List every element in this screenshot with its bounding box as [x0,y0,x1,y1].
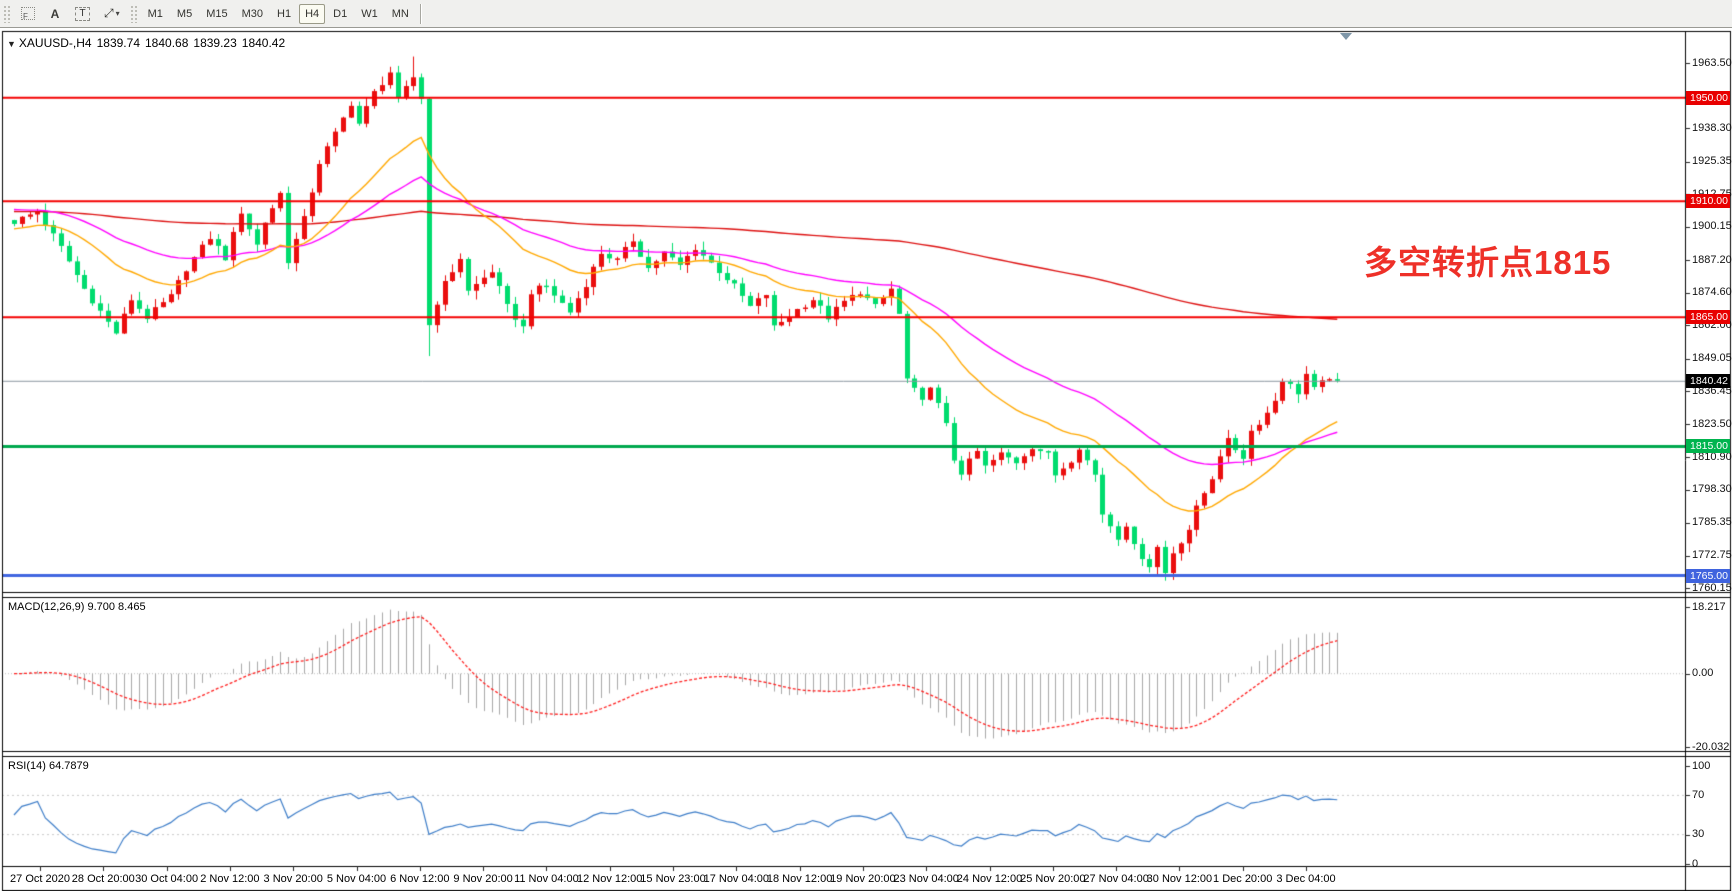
chart-title: ▼ XAUUSD-,H4 1839.74 1840.68 1839.23 1840.42 [7,36,285,50]
time-axis-label: 3 Nov 20:00 [263,873,323,885]
indicator-tick-label: -20.032 [1692,740,1730,753]
price-tick-label: 1785.35 [1692,516,1732,529]
indicator-tick-label: 30 [1692,828,1705,841]
annotation-text[interactable]: 多空转折点1815 [1364,244,1612,281]
level-badge-1950.00: 1950.00 [1686,90,1730,105]
indicator-tick-label: 0.00 [1692,667,1714,680]
price-tick-label: 1798.30 [1692,483,1732,496]
price-tick-label: 1900.15 [1692,220,1732,233]
level-badge-1865.00: 1865.00 [1686,310,1730,325]
time-axis-label: 18 Nov 12:00 [766,873,833,885]
indicator-tick-label: 70 [1692,788,1705,801]
time-axis-label: 23 Nov 04:00 [893,873,959,885]
price-tick-label: 1810.90 [1692,450,1732,463]
time-axis-label: 27 Oct 2020 [10,873,70,885]
time-axis-label: 30 Oct 04:00 [135,873,199,885]
time-axis-label: 25 Nov 20:00 [1020,873,1086,885]
price-tick-label: 1963.50 [1692,56,1732,69]
chevron-down-icon: ▼ [7,39,16,49]
level-badge-1765.00: 1765.00 [1686,568,1730,583]
rsi-label: RSI(14) 64.7879 [8,760,89,772]
time-axis-label: 2 Nov 12:00 [200,873,260,885]
time-axis-label: 1 Dec 20:00 [1213,873,1273,885]
time-axis-label: 12 Nov 12:00 [576,873,643,885]
time-axis-label: 24 Nov 12:00 [956,873,1023,885]
time-axis-label: 3 Dec 04:00 [1276,873,1336,885]
macd-label: MACD(12,26,9) 9.700 8.465 [8,601,146,613]
quote-low: 1839.23 [193,36,237,50]
price-tick-label: 1925.35 [1692,155,1732,167]
time-axis-label: 15 Nov 23:00 [640,873,706,885]
quote-close: 1840.42 [241,36,286,50]
price-tick-label: 1874.60 [1692,286,1732,299]
price-tick-label: 1938.30 [1692,121,1732,134]
indicator-tick-label: 0 [1692,857,1699,870]
time-axis-label: 30 Nov 12:00 [1146,873,1213,885]
level-badge-1815.00: 1815.00 [1686,439,1730,454]
indicator-tick-label: 18.217 [1692,600,1726,613]
time-axis-label: 17 Nov 04:00 [703,873,770,885]
level-badge-1910.00: 1910.00 [1686,194,1730,209]
indicator-tick-label: 100 [1692,759,1711,772]
symbol-label: XAUUSD-,H4 [18,36,92,50]
price-tick-label: 1849.05 [1692,352,1732,364]
price-tick-label: 1760.15 [1692,581,1732,594]
price-tick-label: 1823.50 [1692,417,1732,430]
time-axis-label: 5 Nov 04:00 [326,873,387,885]
time-axis-label: 9 Nov 20:00 [453,873,513,885]
chart-shift-marker-icon[interactable] [1340,33,1352,40]
current-price-badge: 1840.42 [1686,373,1730,388]
quote-high: 1840.68 [145,36,189,50]
time-axis-label: 27 Nov 04:00 [1083,873,1149,885]
time-axis-label: 28 Oct 20:00 [71,873,135,885]
time-axis-label: 11 Nov 04:00 [514,873,579,885]
quote-open: 1839.74 [96,36,140,50]
price-tick-label: 1887.20 [1692,253,1732,266]
time-axis-label: 6 Nov 12:00 [390,873,450,885]
price-tick-label: 1772.75 [1692,549,1732,562]
time-axis-label: 19 Nov 20:00 [830,873,896,885]
